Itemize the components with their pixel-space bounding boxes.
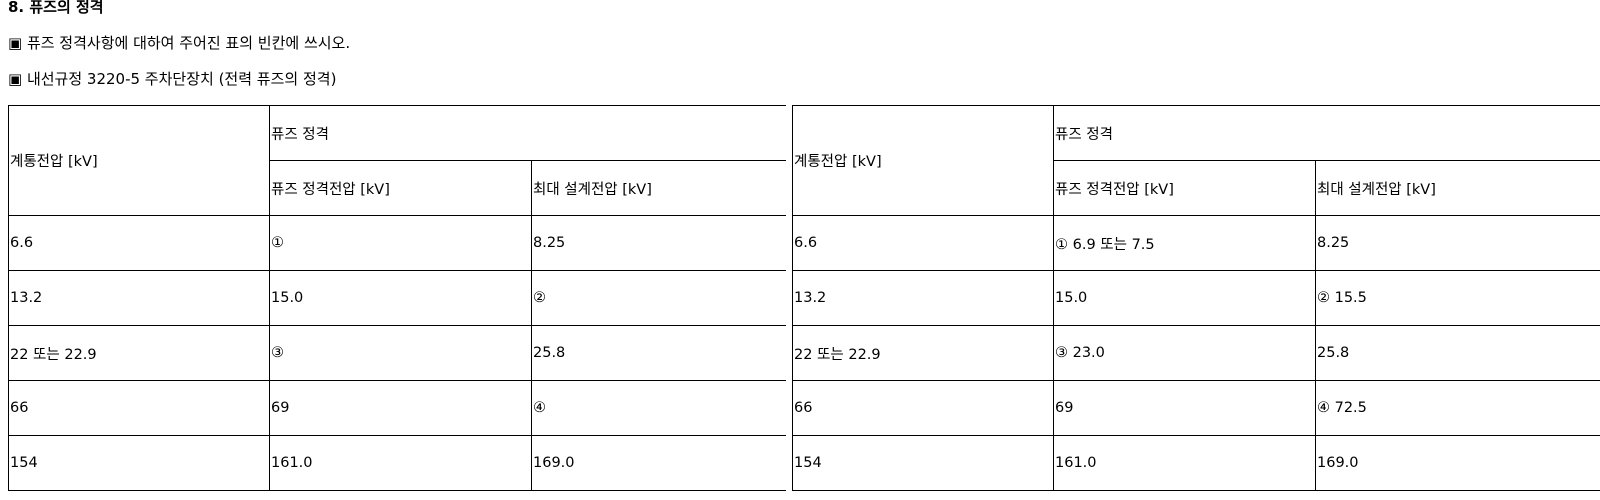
table-row: 154 161.0 169.0	[8, 435, 786, 491]
header-fuse-rating: 퓨즈 정격	[1053, 105, 1600, 161]
table-row: 6.6 ① 6.9 또는 7.5 8.25	[792, 215, 1600, 271]
table-row: 22 또는 22.9 ③ 25.8	[8, 325, 786, 381]
table-cell: ①	[269, 215, 532, 271]
table-row: 13.2 15.0 ② 15.5	[792, 270, 1600, 326]
table-cell: 66	[8, 380, 270, 436]
table-cell: 169.0	[531, 435, 786, 491]
table-cell: 69	[1053, 380, 1316, 436]
table-cell: 15.0	[269, 270, 532, 326]
table-row: 66 69 ④	[8, 380, 786, 436]
table-row: 22 또는 22.9 ③ 23.0 25.8	[792, 325, 1600, 381]
table-cell: 154	[792, 435, 1054, 491]
header-rated-voltage: 퓨즈 정격전압 [kV]	[269, 160, 532, 216]
table-cell: 161.0	[1053, 435, 1316, 491]
table-cell: 8.25	[1315, 215, 1600, 271]
question-table: 계통전압 [kV] 퓨즈 정격 퓨즈 정격전압 [kV] 최대 설계전압 [kV…	[8, 105, 786, 491]
table-subheader-row: 퓨즈 정격전압 [kV] 최대 설계전압 [kV]	[793, 160, 1600, 216]
table-cell: 8.25	[531, 215, 786, 271]
table-subheader-row: 퓨즈 정격전압 [kV] 최대 설계전압 [kV]	[9, 160, 786, 216]
table-cell: 13.2	[8, 270, 270, 326]
table-cell: 25.8	[531, 325, 786, 381]
table-cell: ② 15.5	[1315, 270, 1600, 326]
table-cell: 6.6	[792, 215, 1054, 271]
header-system-voltage: 계통전압 [kV]	[8, 105, 270, 216]
table-cell: 22 또는 22.9	[792, 325, 1054, 381]
instruction-text: ▣ 퓨즈 정격사항에 대하여 주어진 표의 빈칸에 쓰시오.	[8, 34, 351, 52]
table-row: 66 69 ④ 72.5	[792, 380, 1600, 436]
answer-table: 계통전압 [kV] 퓨즈 정격 퓨즈 정격전압 [kV] 최대 설계전압 [kV…	[792, 105, 1600, 491]
header-fuse-rating: 퓨즈 정격	[269, 105, 786, 161]
table-cell: 169.0	[1315, 435, 1600, 491]
table-cell: ④	[531, 380, 786, 436]
table-cell: 13.2	[792, 270, 1054, 326]
table-row: 6.6 ① 8.25	[8, 215, 786, 271]
table-cell: 15.0	[1053, 270, 1316, 326]
table-row: 13.2 15.0 ②	[8, 270, 786, 326]
table-cell: 22 또는 22.9	[8, 325, 270, 381]
header-rated-voltage: 퓨즈 정격전압 [kV]	[1053, 160, 1316, 216]
table-header-row: 계통전압 [kV] 퓨즈 정격	[792, 105, 1600, 216]
header-system-voltage: 계통전압 [kV]	[792, 105, 1054, 216]
section-heading: 8. 퓨즈의 정격	[8, 0, 104, 16]
table-cell: ②	[531, 270, 786, 326]
table-cell: ① 6.9 또는 7.5	[1053, 215, 1316, 271]
table-cell: 69	[269, 380, 532, 436]
table-cell: ③	[269, 325, 532, 381]
table-cell: 6.6	[8, 215, 270, 271]
table-cell: 154	[8, 435, 270, 491]
table-caption: ▣ 내선규정 3220-5 주차단장치 (전력 퓨즈의 정격)	[8, 70, 337, 88]
table-cell: 66	[792, 380, 1054, 436]
table-row: 154 161.0 169.0	[792, 435, 1600, 491]
table-cell: ④ 72.5	[1315, 380, 1600, 436]
table-cell: 161.0	[269, 435, 532, 491]
header-max-design-voltage: 최대 설계전압 [kV]	[531, 160, 786, 216]
table-header-row: 계통전압 [kV] 퓨즈 정격	[8, 105, 786, 216]
table-cell: 25.8	[1315, 325, 1600, 381]
header-max-design-voltage: 최대 설계전압 [kV]	[1315, 160, 1600, 216]
table-cell: ③ 23.0	[1053, 325, 1316, 381]
